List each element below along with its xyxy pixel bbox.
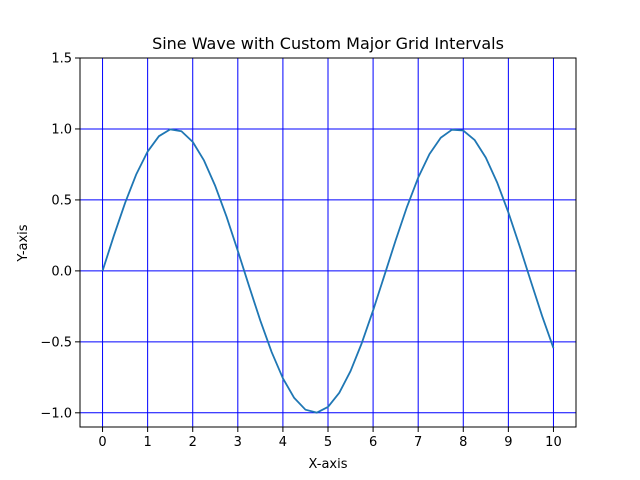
x-tick-label: 9 xyxy=(504,435,512,450)
y-axis-ticks: −1.0 −0.5 0.0 0.5 1.0 1.5 xyxy=(40,52,80,421)
sine-series-line xyxy=(101,128,555,414)
x-tick-label: 5 xyxy=(324,435,332,450)
x-tick-label: 2 xyxy=(189,435,197,450)
y-tick-label: −1.0 xyxy=(40,406,72,421)
y-tick-label: 1.0 xyxy=(51,122,72,137)
x-axis-title: X-axis xyxy=(309,457,348,472)
series-group xyxy=(101,128,555,414)
x-tick-label: 8 xyxy=(459,435,467,450)
x-tick-label: 6 xyxy=(369,435,377,450)
y-tick-label: −0.5 xyxy=(40,335,72,350)
x-axis-ticks: 0 1 2 3 4 5 6 7 8 9 10 xyxy=(98,427,562,450)
x-tick-label: 3 xyxy=(234,435,242,450)
x-tick-label: 10 xyxy=(545,435,562,450)
y-tick-label: 0.0 xyxy=(51,264,72,279)
chart-title: Sine Wave with Custom Major Grid Interva… xyxy=(152,34,504,53)
plot-area xyxy=(79,57,577,428)
x-tick-label: 1 xyxy=(143,435,151,450)
x-tick-label: 7 xyxy=(414,435,422,450)
y-axis-title: Y-axis xyxy=(16,224,31,262)
y-tick-label: 0.5 xyxy=(51,193,72,208)
x-tick-label: 0 xyxy=(98,435,106,450)
x-tick-label: 4 xyxy=(279,435,287,450)
y-tick-label: 1.5 xyxy=(51,52,72,67)
